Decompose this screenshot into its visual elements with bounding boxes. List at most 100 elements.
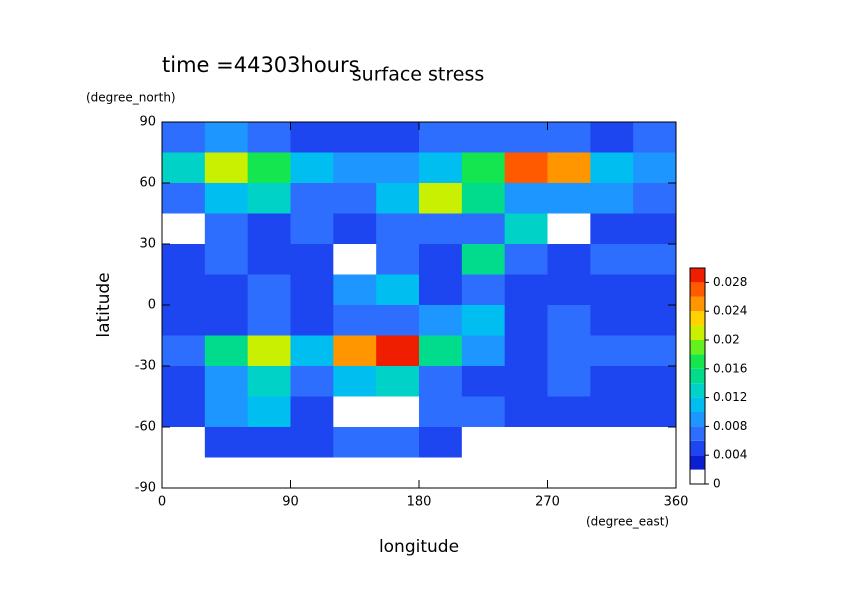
cell — [461, 183, 506, 214]
cell — [590, 366, 634, 397]
cell — [547, 213, 591, 245]
cell — [461, 152, 506, 184]
cell — [333, 366, 377, 397]
colorbar-frame — [689, 267, 706, 485]
cell — [333, 152, 377, 184]
cell — [590, 122, 634, 153]
cell — [590, 335, 634, 367]
cell — [376, 152, 420, 184]
colorbar-segment — [690, 397, 705, 412]
cell — [504, 152, 548, 184]
cell — [461, 122, 506, 153]
cell — [504, 274, 548, 306]
cell — [290, 244, 334, 275]
cell — [204, 457, 249, 489]
y-tick-label: -60 — [135, 420, 156, 435]
cell — [504, 213, 548, 245]
colorbar-segment — [690, 455, 705, 470]
colorbar-tick-label: 0.02 — [713, 333, 740, 347]
cell — [290, 213, 334, 245]
cell — [162, 366, 206, 397]
cell — [204, 213, 249, 245]
cell — [204, 152, 249, 184]
cell — [504, 305, 548, 336]
cell — [633, 335, 677, 367]
cell — [204, 396, 249, 428]
cell — [290, 183, 334, 214]
cell — [590, 427, 634, 458]
cell — [419, 152, 463, 184]
cell — [419, 335, 463, 367]
cell — [290, 152, 334, 184]
cell — [461, 213, 506, 245]
cell — [633, 457, 677, 489]
cell — [461, 305, 506, 336]
cell — [461, 457, 506, 489]
cell — [547, 366, 591, 397]
cell — [590, 305, 634, 336]
cell — [333, 335, 377, 367]
cell — [590, 396, 634, 428]
cell — [376, 274, 420, 306]
cell — [376, 457, 420, 489]
cell — [333, 396, 377, 428]
cell — [590, 152, 634, 184]
cell — [247, 122, 291, 153]
y-unit: (degree_north) — [86, 91, 176, 105]
cell — [162, 396, 206, 428]
cell — [504, 396, 548, 428]
y-tick-label: 0 — [148, 298, 156, 313]
cell — [247, 152, 291, 184]
cell — [247, 213, 291, 245]
cell — [419, 213, 463, 245]
cell — [333, 274, 377, 306]
cell — [204, 122, 249, 153]
cell — [333, 183, 377, 214]
cell — [247, 457, 291, 489]
cell — [504, 335, 548, 367]
cell — [633, 305, 677, 336]
cell — [461, 396, 506, 428]
cell — [419, 427, 463, 458]
cell — [204, 183, 249, 214]
cell — [333, 305, 377, 336]
cell — [633, 396, 677, 428]
colorbar-segment — [690, 469, 705, 484]
colorbar-tick-label: 0.012 — [713, 390, 747, 404]
cell — [204, 366, 249, 397]
cell — [162, 457, 206, 489]
colorbar-tick-label: 0.016 — [713, 361, 747, 375]
cell — [247, 335, 291, 367]
cell — [461, 366, 506, 397]
cell — [162, 335, 206, 367]
cell — [162, 152, 206, 184]
cell — [461, 427, 506, 458]
colorbar-segment — [690, 440, 705, 456]
colorbar-segment — [690, 325, 705, 340]
cell — [547, 122, 591, 153]
cell — [547, 396, 591, 428]
cell — [419, 183, 463, 214]
cell — [247, 274, 291, 306]
colorbar-segment — [690, 282, 705, 297]
y-tick-label: -30 — [135, 359, 156, 374]
cell — [376, 396, 420, 428]
colorbar-tick-label: 0.004 — [713, 448, 747, 462]
cell — [376, 366, 420, 397]
y-axis-label: latitude — [94, 272, 114, 337]
cell — [290, 274, 334, 306]
cell — [333, 122, 377, 153]
colorbar-segment — [690, 340, 705, 355]
cell — [162, 122, 206, 153]
cell — [590, 213, 634, 245]
cell — [290, 366, 334, 397]
cell — [633, 427, 677, 458]
cell — [247, 396, 291, 428]
field — [162, 122, 677, 489]
cell — [590, 244, 634, 275]
cell — [547, 335, 591, 367]
cell — [162, 213, 206, 245]
cell — [333, 427, 377, 458]
cell — [376, 427, 420, 458]
colorbar-tick-label: 0 — [713, 477, 721, 491]
